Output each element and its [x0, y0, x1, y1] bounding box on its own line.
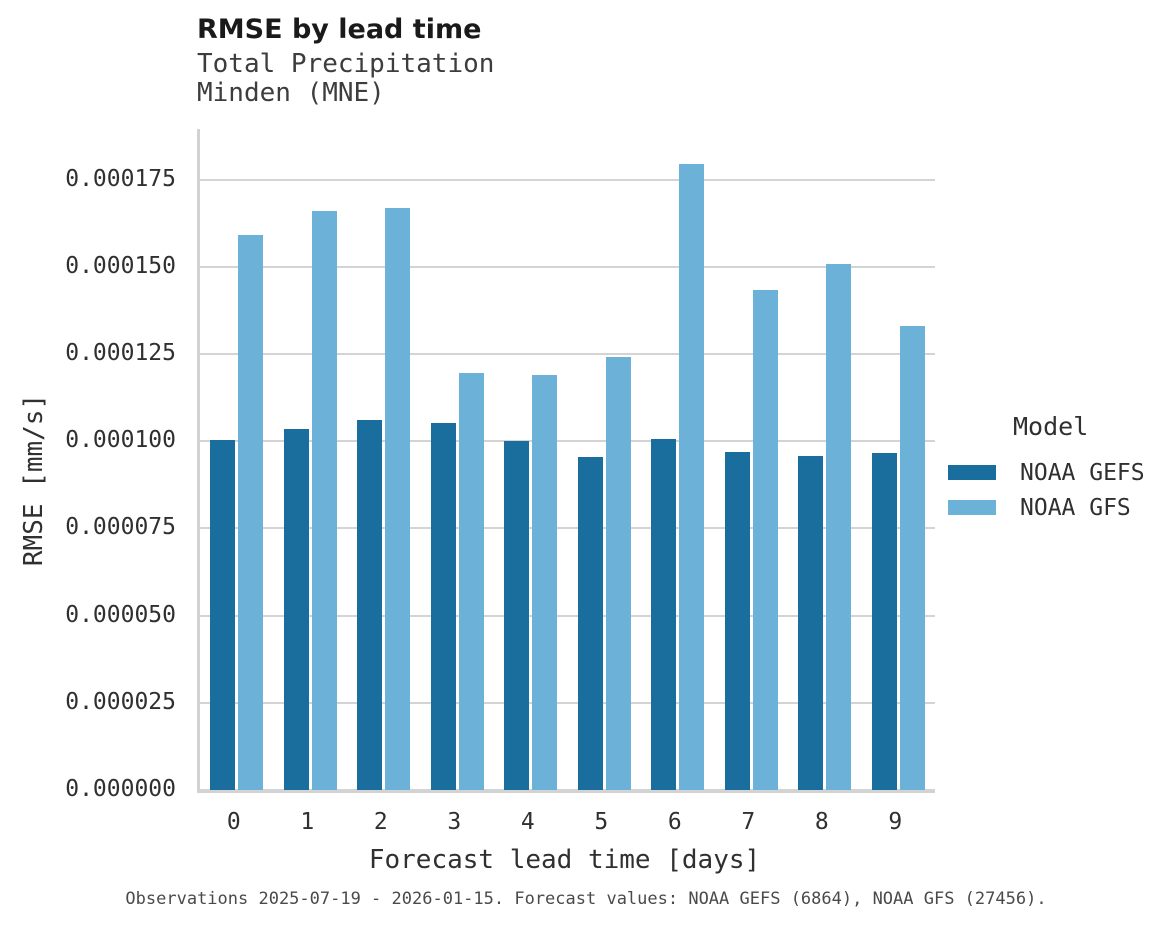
bar-noaa-gefs-lead-2 [357, 419, 383, 790]
bar-group-lead-0 [200, 129, 274, 790]
bar-noaa-gefs-lead-3 [430, 423, 456, 790]
gridline [200, 789, 935, 791]
gridline [200, 352, 935, 355]
bar-noaa-gfs-lead-6 [679, 163, 705, 790]
bar-group-lead-3 [421, 129, 495, 790]
x-tick-label: 8 [814, 809, 829, 835]
legend-item-noaa-gefs: NOAA GEFS [948, 455, 1145, 490]
bar-group-lead-4 [494, 129, 568, 790]
x-axis-tick-labels: 0 1 2 3 4 5 6 7 8 9 [197, 808, 932, 838]
gridline [200, 614, 935, 617]
y-tick-label: 0.000075 [65, 514, 176, 541]
bar-group-lead-5 [568, 129, 642, 790]
bar-noaa-gefs-lead-4 [504, 440, 530, 790]
y-tick-label: 0.000100 [65, 427, 176, 454]
y-tick-label: 0.000175 [65, 165, 176, 192]
bar-noaa-gfs-lead-1 [311, 211, 337, 790]
bar-group-lead-1 [274, 129, 348, 790]
chart-title: RMSE by lead time [197, 14, 482, 45]
x-tick-label: 4 [520, 809, 535, 835]
y-tick-label: 0.000050 [65, 601, 176, 628]
x-tick-label: 9 [888, 809, 903, 835]
bar-group-lead-9 [862, 129, 936, 790]
y-axis-tick-labels: 0.000000 0.000025 0.000050 0.000075 0.000100… [0, 129, 176, 800]
gridline [200, 701, 935, 704]
bar-noaa-gefs-lead-5 [577, 456, 603, 790]
gridline [200, 440, 935, 443]
gridline [200, 265, 935, 268]
bar-noaa-gfs-lead-2 [385, 208, 411, 790]
x-tick-label: 5 [594, 809, 609, 835]
bar-noaa-gefs-lead-7 [724, 452, 750, 790]
bar-noaa-gefs-lead-1 [283, 429, 309, 790]
bar-group-lead-7 [715, 129, 789, 790]
bar-group-lead-6 [641, 129, 715, 790]
caption: Observations 2025-07-19 - 2026-01-15. Fo… [125, 889, 1047, 909]
x-tick-label: 6 [667, 809, 682, 835]
bar-noaa-gfs-lead-3 [458, 372, 484, 790]
plot-panel [197, 129, 935, 793]
bar-group-lead-2 [347, 129, 421, 790]
y-tick-label: 0.000150 [65, 252, 176, 279]
legend-swatch [948, 465, 996, 480]
legend-swatch [948, 500, 996, 515]
x-tick-label: 3 [447, 809, 462, 835]
bar-noaa-gefs-lead-6 [651, 438, 677, 790]
bar-noaa-gefs-lead-9 [871, 453, 897, 790]
legend-label: NOAA GEFS [1020, 459, 1145, 486]
x-tick-label: 0 [226, 809, 241, 835]
bar-noaa-gfs-lead-5 [605, 357, 631, 790]
legend-item-noaa-gfs: NOAA GFS [948, 490, 1145, 525]
bar-noaa-gfs-lead-7 [752, 289, 778, 790]
bar-noaa-gfs-lead-9 [899, 325, 925, 790]
chart-subtitle: Total Precipitation Minden (MNE) [197, 49, 495, 108]
legend: Model NOAA GEFS NOAA GFS [948, 412, 1145, 525]
x-axis-label: Forecast lead time [days] [368, 845, 761, 875]
gridline [200, 178, 935, 181]
y-tick-label: 0.000125 [65, 339, 176, 366]
bar-noaa-gefs-lead-0 [210, 439, 236, 790]
x-tick-label: 7 [741, 809, 756, 835]
bar-noaa-gfs-lead-4 [532, 374, 558, 790]
y-tick-label: 0.000000 [65, 776, 176, 802]
gridline [200, 527, 935, 530]
bar-noaa-gefs-lead-8 [798, 455, 824, 790]
bar-group-lead-8 [788, 129, 862, 790]
y-tick-label: 0.000025 [65, 688, 176, 715]
bar-noaa-gfs-lead-8 [826, 263, 852, 790]
legend-title: Model [1013, 412, 1089, 441]
x-tick-label: 1 [300, 809, 315, 835]
x-tick-label: 2 [373, 809, 388, 835]
bar-noaa-gfs-lead-0 [238, 235, 264, 790]
legend-label: NOAA GFS [1020, 494, 1131, 521]
